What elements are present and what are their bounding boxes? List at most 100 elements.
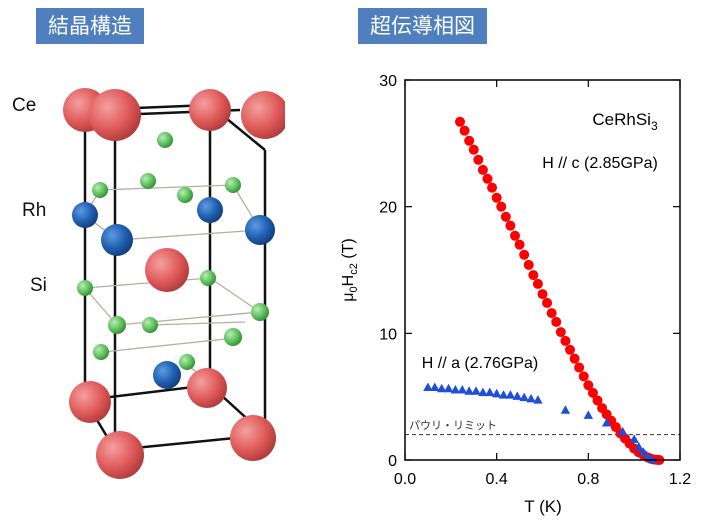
- data-point-a: [436, 383, 447, 393]
- y-tick-label: 30: [379, 73, 397, 90]
- si-atom: [224, 328, 242, 346]
- data-point-c: [532, 278, 543, 289]
- data-point-a: [491, 388, 502, 398]
- data-point-c: [514, 239, 525, 250]
- data-point-c: [551, 316, 562, 327]
- data-point-a: [643, 452, 653, 461]
- data-point-a: [457, 385, 467, 394]
- rh-atom: [197, 197, 223, 223]
- y-tick-label: 10: [379, 326, 397, 343]
- si-atom: [77, 280, 93, 296]
- data-point-a: [430, 382, 440, 391]
- ce-atom: [187, 368, 227, 408]
- si-atom: [200, 270, 216, 286]
- ce-atom: [241, 91, 285, 139]
- rh-atom: [101, 224, 133, 256]
- data-point-a: [601, 417, 612, 427]
- si-atom: [142, 317, 158, 333]
- si-atom: [177, 187, 193, 203]
- data-point-c: [542, 297, 553, 308]
- ce-atom: [230, 415, 276, 461]
- data-point-c: [510, 230, 520, 241]
- atoms: [63, 88, 285, 479]
- data-point-a: [526, 393, 536, 403]
- rh-atom: [153, 361, 181, 389]
- ce-atom: [89, 89, 141, 141]
- ce-atom: [145, 248, 189, 292]
- data-point-c: [560, 335, 571, 346]
- series-label-c: H // c (2.85GPa): [542, 155, 658, 172]
- pauli-limit-label: パウリ・リミット: [409, 419, 497, 432]
- series-1: [423, 382, 658, 464]
- data-point-a: [533, 395, 543, 404]
- data-point-c: [459, 125, 470, 136]
- data-point-a: [443, 383, 454, 393]
- data-point-c: [578, 371, 589, 382]
- si-atom: [92, 182, 108, 198]
- data-point-c: [464, 135, 475, 146]
- data-point-a: [485, 387, 495, 397]
- si-atom: [225, 177, 241, 193]
- data-point-c: [482, 173, 493, 184]
- si-atom: [179, 354, 195, 370]
- ce-atom: [96, 431, 144, 479]
- crystal-structure-illustration: [63, 88, 285, 479]
- si-atom: [108, 316, 126, 334]
- phase-diagram-title: 超伝導相図: [358, 8, 487, 44]
- si-atom: [251, 303, 269, 321]
- data-point-c: [500, 211, 511, 222]
- data-point-c: [496, 201, 507, 212]
- y-tick-label: 0: [388, 453, 397, 470]
- data-point-a: [423, 382, 433, 391]
- data-point-c: [477, 164, 488, 175]
- data-point-c: [583, 380, 594, 391]
- ce-atom: [69, 381, 111, 423]
- data-point-a: [478, 387, 488, 397]
- data-point-c: [491, 192, 502, 203]
- si-atom: [93, 344, 109, 360]
- data-point-a: [647, 454, 658, 464]
- x-tick-label: 0.8: [577, 471, 599, 488]
- data-point-a: [519, 392, 529, 402]
- data-point-c: [455, 116, 465, 127]
- data-point-a: [634, 442, 644, 451]
- data-point-a: [464, 386, 474, 395]
- atom-label-ce: Ce: [12, 95, 37, 116]
- atom-label-si: Si: [30, 275, 47, 296]
- data-point-c: [528, 270, 539, 281]
- atom-label-rh: Rh: [22, 200, 47, 221]
- data-point-c: [537, 289, 548, 300]
- data-point-a: [618, 426, 628, 436]
- data-point-a: [498, 390, 509, 399]
- data-point-c: [519, 249, 530, 260]
- x-tick-label: 0.4: [486, 471, 508, 488]
- si-atom: [157, 132, 173, 148]
- x-tick-label: 0.0: [394, 471, 416, 488]
- data-point-c: [473, 154, 484, 165]
- rh-atom: [72, 202, 98, 228]
- data-point-a: [471, 386, 481, 395]
- data-point-c: [505, 220, 516, 231]
- data-point-a: [583, 410, 594, 419]
- compound-label: CeRhSi3: [592, 110, 658, 133]
- data-point-a: [450, 385, 461, 394]
- x-axis-label: T (K): [524, 497, 561, 516]
- series-label-a: H // a (2.76GPa): [422, 355, 539, 372]
- data-point-a: [629, 434, 639, 443]
- y-tick-label: 20: [379, 200, 397, 217]
- ce-atom: [189, 89, 231, 131]
- crystal-structure-title: 結晶構造: [36, 8, 144, 44]
- data-point-c: [565, 344, 575, 355]
- rh-atom: [245, 215, 275, 245]
- data-point-a: [560, 405, 571, 414]
- data-point-c: [587, 387, 598, 398]
- plot-frame: [404, 79, 681, 461]
- data-point-c: [487, 182, 498, 193]
- data-point-c: [569, 353, 580, 364]
- data-point-c: [523, 259, 534, 270]
- data-point-c: [546, 308, 557, 319]
- phase-diagram-chart: 0.0 0.4 0.8 1.2 0 10 20 30 CeRhSi3 H // c (2.85…: [340, 73, 691, 516]
- x-tick-label: 1.2: [669, 471, 691, 488]
- data-point-a: [505, 390, 516, 399]
- data-point-a: [512, 391, 522, 400]
